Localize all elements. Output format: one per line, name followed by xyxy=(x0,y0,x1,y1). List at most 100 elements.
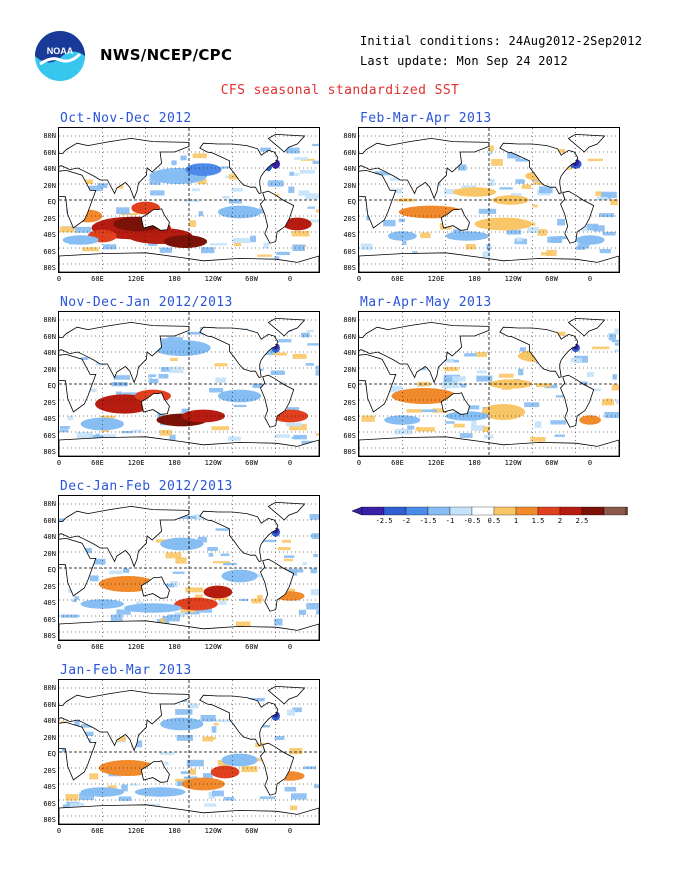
anomaly-speckle xyxy=(100,415,116,419)
anomaly-speckle xyxy=(557,218,565,226)
anomaly-speckle xyxy=(551,331,566,336)
continent-outline xyxy=(59,436,319,456)
colorbar-swatch xyxy=(383,506,407,516)
latitude-label: EQ xyxy=(47,566,56,574)
latitude-label: EQ xyxy=(347,198,356,206)
anomaly-speckle xyxy=(465,244,476,250)
latitude-label: 60N xyxy=(43,700,56,709)
longitude-label: 0 xyxy=(287,643,293,651)
anomaly-speckle xyxy=(289,748,303,755)
anomaly-region xyxy=(481,404,526,420)
anomaly-speckle xyxy=(460,383,467,388)
latitude-label: 60N xyxy=(43,516,56,525)
anomaly-speckle xyxy=(488,145,494,152)
longitude-label: 0 xyxy=(356,459,362,467)
anomaly-speckle xyxy=(586,223,599,231)
longitude-label: 120W xyxy=(504,275,522,283)
longitude-label: 120W xyxy=(204,275,222,283)
anomaly-speckle xyxy=(213,561,230,564)
anomaly-speckle xyxy=(273,352,287,356)
longitude-label: 60W xyxy=(245,643,258,651)
anomaly-speckle xyxy=(540,252,552,256)
anomaly-speckle xyxy=(253,574,267,578)
anomaly-speckle xyxy=(218,600,227,605)
anomaly-speckle xyxy=(312,143,319,147)
longitude-label: 60W xyxy=(245,827,258,835)
anomaly-speckle xyxy=(211,426,230,431)
anomaly-speckle xyxy=(209,387,224,393)
colorbar-swatch xyxy=(515,506,539,516)
anomaly-region xyxy=(174,597,218,611)
anomaly-speckle xyxy=(203,773,213,780)
anomaly-speckle xyxy=(198,211,204,217)
anomaly-speckle xyxy=(550,236,562,243)
anomaly-speckle xyxy=(257,595,263,602)
anomaly-speckle xyxy=(281,539,291,543)
anomaly-speckle xyxy=(164,583,175,588)
anomaly-speckle xyxy=(539,186,553,194)
latitude-label: 20N xyxy=(43,181,56,190)
colorbar-label: -0.5 xyxy=(463,517,481,525)
anomaly-speckle xyxy=(312,160,319,164)
anomaly-speckle xyxy=(316,609,319,615)
anomaly-speckle xyxy=(499,187,513,190)
longitude-label: 180 xyxy=(168,459,181,467)
longitude-label: 180 xyxy=(168,827,181,835)
anomaly-speckle xyxy=(149,178,161,185)
anomaly-speckle xyxy=(293,434,307,440)
anomaly-speckle xyxy=(148,374,157,377)
colorbar-swatch xyxy=(493,506,517,516)
anomaly-region xyxy=(124,603,182,613)
initial-conditions: Initial conditions: 24Aug2012-2Sep2012 xyxy=(360,34,643,48)
anomaly-speckle xyxy=(315,433,319,436)
anomaly-region xyxy=(217,205,262,219)
longitude-label: 120E xyxy=(127,275,145,283)
continent-outline xyxy=(199,694,279,747)
latitude-label: 80S xyxy=(43,632,56,640)
continent-outline xyxy=(267,317,306,337)
anomaly-speckle xyxy=(195,594,203,599)
anomaly-speckle xyxy=(234,242,242,247)
anomaly-speckle xyxy=(157,413,165,418)
anomaly-speckle xyxy=(398,218,405,223)
continent-outline xyxy=(59,721,97,781)
longitude-label: 120E xyxy=(127,827,145,835)
anomaly-speckle xyxy=(74,720,80,727)
anomaly-speckle xyxy=(204,803,217,807)
anomaly-speckle xyxy=(69,802,85,809)
anomaly-speckle xyxy=(615,399,619,404)
anomaly-speckle xyxy=(164,761,169,766)
anomaly-speckle xyxy=(301,332,310,338)
anomaly-speckle xyxy=(534,421,542,428)
longitude-label: 180 xyxy=(468,275,481,283)
anomaly-speckle xyxy=(452,376,466,382)
anomaly-speckle xyxy=(122,568,130,573)
colorbar-swatch xyxy=(603,506,627,516)
anomaly-speckle xyxy=(215,377,226,383)
anomaly-speckle xyxy=(417,381,430,387)
continent-outline xyxy=(440,208,470,231)
longitude-label: 0 xyxy=(587,275,593,283)
anomaly-speckle xyxy=(286,147,300,154)
longitude-label: 0 xyxy=(287,275,293,283)
latitude-label: 40N xyxy=(43,717,56,725)
continent-outline xyxy=(267,501,306,521)
continent-outline xyxy=(140,576,170,599)
anomaly-speckle xyxy=(306,603,319,610)
map-canvas xyxy=(59,496,319,640)
anomaly-speckle xyxy=(171,160,177,166)
map-canvas xyxy=(59,312,319,456)
longitude-label: 120W xyxy=(204,643,222,651)
anomaly-speckle xyxy=(185,587,203,593)
anomaly-region xyxy=(282,217,312,231)
anomaly-speckle xyxy=(596,196,609,201)
anomaly-speckle xyxy=(179,411,187,415)
anomaly-speckle xyxy=(72,599,77,603)
anomaly-speckle xyxy=(516,237,523,242)
colorbar-label: 1.5 xyxy=(531,517,545,525)
sst-map-fma xyxy=(358,127,620,273)
latitude-label: 60S xyxy=(43,247,56,256)
colorbar-label: 1 xyxy=(513,517,519,525)
longitude-label: 60W xyxy=(545,459,558,467)
panel-title-ndj: Nov-Dec-Jan 2012/2013 xyxy=(60,295,233,310)
